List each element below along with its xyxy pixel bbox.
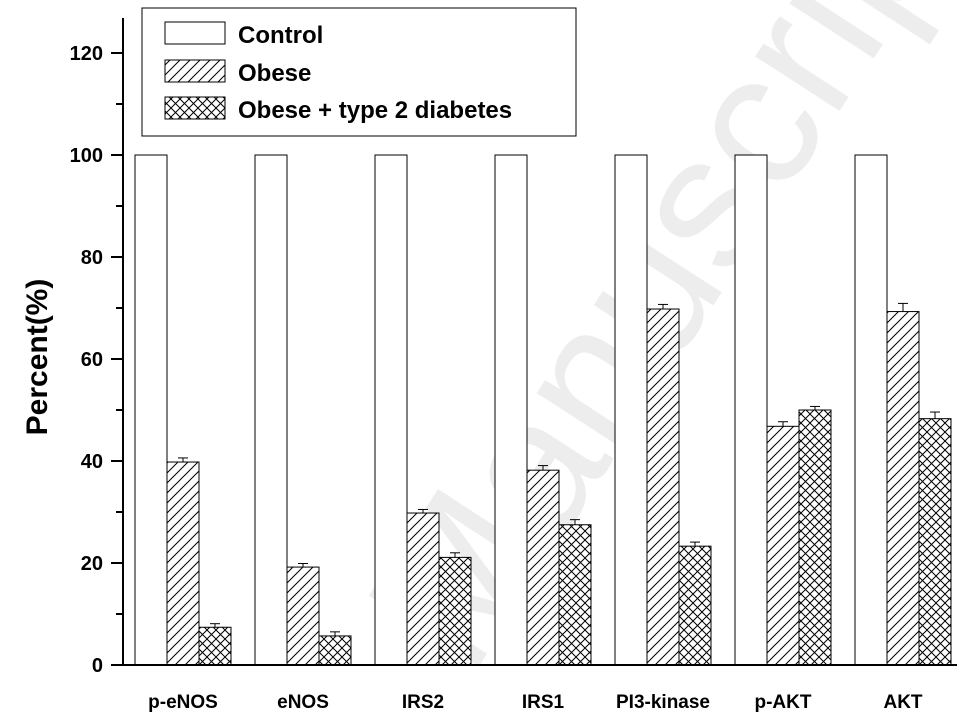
bar-obese-1 — [286, 566, 320, 666]
bar-obese-t2d-5 — [798, 409, 832, 666]
legend-label-control: Control — [238, 22, 323, 49]
bar-control-5 — [734, 154, 768, 666]
y-tick-label: 60 — [81, 349, 103, 371]
x-tick-label: IRS2 — [402, 692, 444, 713]
bar-control-1 — [254, 154, 288, 666]
bar-obese-5 — [766, 425, 800, 666]
bar-control-4 — [614, 154, 648, 666]
legend: Control Obese Obese + type 2 diabetes — [141, 7, 577, 137]
y-tick-label: 120 — [70, 43, 103, 65]
x-tick-label: PI3-kinase — [616, 692, 710, 713]
legend-swatch-obese-t2d — [164, 96, 226, 120]
bar-obese-6 — [886, 311, 920, 666]
bar-obese-t2d-0 — [198, 626, 232, 666]
bar-obese-t2d-6 — [918, 418, 952, 666]
bar-obese-2 — [406, 512, 440, 666]
y-tick-label: 80 — [81, 247, 103, 269]
plot-area — [134, 154, 952, 666]
bar-control-0 — [134, 154, 168, 666]
bar-obese-t2d-1 — [318, 635, 352, 666]
x-tick-label: p-AKT — [755, 692, 812, 713]
x-tick-label: eNOS — [277, 692, 329, 713]
y-tick-label: 20 — [81, 553, 103, 575]
legend-label-obese: Obese — [238, 60, 311, 87]
x-tick-label: AKT — [883, 692, 922, 713]
bar-control-2 — [374, 154, 408, 666]
bar-obese-t2d-3 — [558, 524, 592, 666]
legend-swatch-control — [164, 21, 226, 45]
x-tick-label: p-eNOS — [148, 692, 218, 713]
bar-control-3 — [494, 154, 528, 666]
bar-obese-4 — [646, 308, 680, 666]
bar-obese-t2d-2 — [438, 556, 472, 666]
bar-obese-0 — [166, 461, 200, 666]
x-tick-label: IRS1 — [522, 692, 565, 713]
axes: p-eNOS eNOS IRS2 IRS1 PI3-kinase p-AKT AKT 0 20 4… — [70, 18, 957, 713]
bar-obese-3 — [526, 469, 560, 666]
y-axis-label: Percent(%) — [21, 279, 54, 436]
legend-label-obese-t2d: Obese + type 2 diabetes — [238, 97, 512, 124]
y-tick-label: 0 — [92, 655, 103, 677]
bar-obese-t2d-4 — [678, 545, 712, 666]
y-tick-label: 40 — [81, 451, 103, 473]
bar-control-6 — [854, 154, 888, 666]
y-tick-label: 100 — [70, 145, 103, 167]
legend-swatch-obese — [164, 59, 226, 83]
